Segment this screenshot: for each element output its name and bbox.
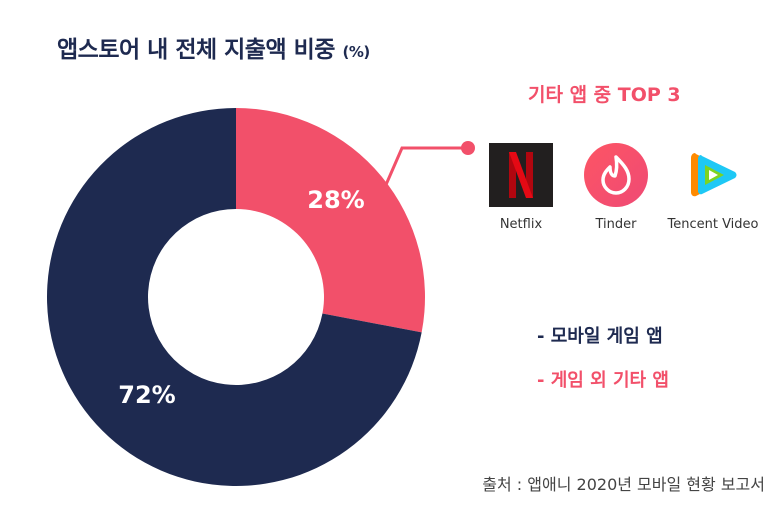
legend-other-apps: - 게임 외 기타 앱 xyxy=(537,370,669,391)
app-tinder: Tinder xyxy=(561,143,671,232)
legend-mobile-game: - 모바일 게임 앱 xyxy=(537,326,663,347)
netflix-icon xyxy=(489,143,553,207)
top3-title: 기타 앱 중 TOP 3 xyxy=(528,84,681,106)
donut-slice xyxy=(46,108,422,486)
callout-connector xyxy=(383,141,475,188)
app-label: Tencent Video xyxy=(667,217,759,232)
app-netflix: Netflix xyxy=(466,143,576,232)
slice-label: 72% xyxy=(118,381,175,409)
app-label: Netflix xyxy=(499,217,543,232)
tinder-icon xyxy=(584,143,648,207)
app-tencent-video: Tencent Video xyxy=(658,143,768,232)
title-text: 앱스토어 내 전체 지출액 비중 xyxy=(57,37,335,63)
chart-title: 앱스토어 내 전체 지출액 비중 (%) xyxy=(57,30,370,64)
source-note: 출처 : 앱애니 2020년 모바일 현황 보고서 xyxy=(482,475,765,494)
title-unit: (%) xyxy=(342,43,370,61)
tencent-video-icon xyxy=(681,143,745,207)
donut-slice xyxy=(236,108,425,333)
slice-label: 28% xyxy=(307,186,364,214)
app-label: Tinder xyxy=(595,217,637,232)
